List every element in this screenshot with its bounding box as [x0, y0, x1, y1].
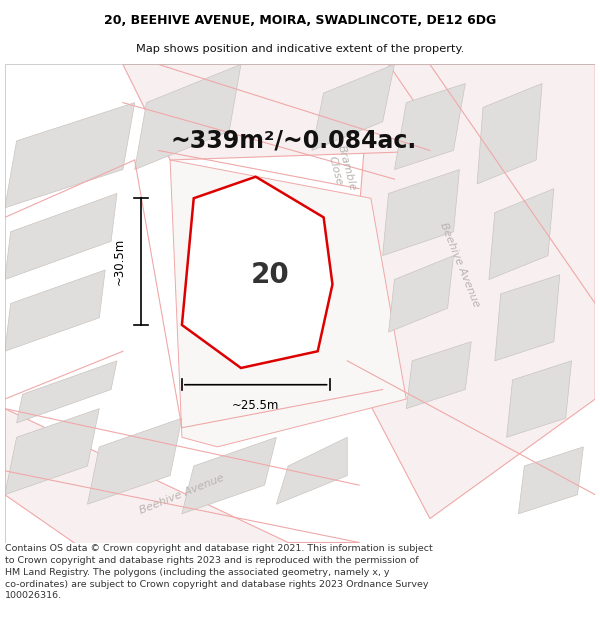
Text: Map shows position and indicative extent of the property.: Map shows position and indicative extent… [136, 44, 464, 54]
Text: 20, BEEHIVE AVENUE, MOIRA, SWADLINCOTE, DE12 6DG: 20, BEEHIVE AVENUE, MOIRA, SWADLINCOTE, … [104, 14, 496, 27]
Text: Beehive Avenue: Beehive Avenue [438, 221, 481, 309]
Polygon shape [5, 194, 117, 279]
Text: ~30.5m: ~30.5m [113, 238, 126, 285]
Polygon shape [182, 177, 332, 368]
Polygon shape [506, 361, 572, 438]
Polygon shape [495, 275, 560, 361]
Text: Contains OS data © Crown copyright and database right 2021. This information is : Contains OS data © Crown copyright and d… [5, 544, 433, 601]
Polygon shape [134, 64, 241, 169]
Polygon shape [182, 438, 277, 514]
Polygon shape [5, 409, 359, 552]
Text: 20: 20 [251, 261, 290, 289]
Polygon shape [123, 64, 448, 160]
Polygon shape [312, 64, 394, 151]
Polygon shape [347, 64, 595, 519]
Polygon shape [389, 256, 454, 332]
Polygon shape [5, 102, 134, 208]
Text: Beehive Avenue: Beehive Avenue [138, 473, 226, 516]
Polygon shape [170, 160, 406, 447]
Text: Bramble
Close: Bramble Close [325, 144, 358, 195]
Polygon shape [5, 270, 105, 351]
Polygon shape [277, 438, 347, 504]
Polygon shape [88, 418, 182, 504]
Text: ~25.5m: ~25.5m [232, 399, 280, 412]
Polygon shape [406, 342, 471, 409]
Polygon shape [489, 189, 554, 279]
Text: ~339m²/~0.084ac.: ~339m²/~0.084ac. [170, 129, 416, 153]
Polygon shape [394, 84, 466, 169]
Polygon shape [383, 169, 460, 256]
Polygon shape [5, 409, 99, 495]
Polygon shape [477, 84, 542, 184]
Polygon shape [518, 447, 583, 514]
Polygon shape [17, 361, 117, 423]
